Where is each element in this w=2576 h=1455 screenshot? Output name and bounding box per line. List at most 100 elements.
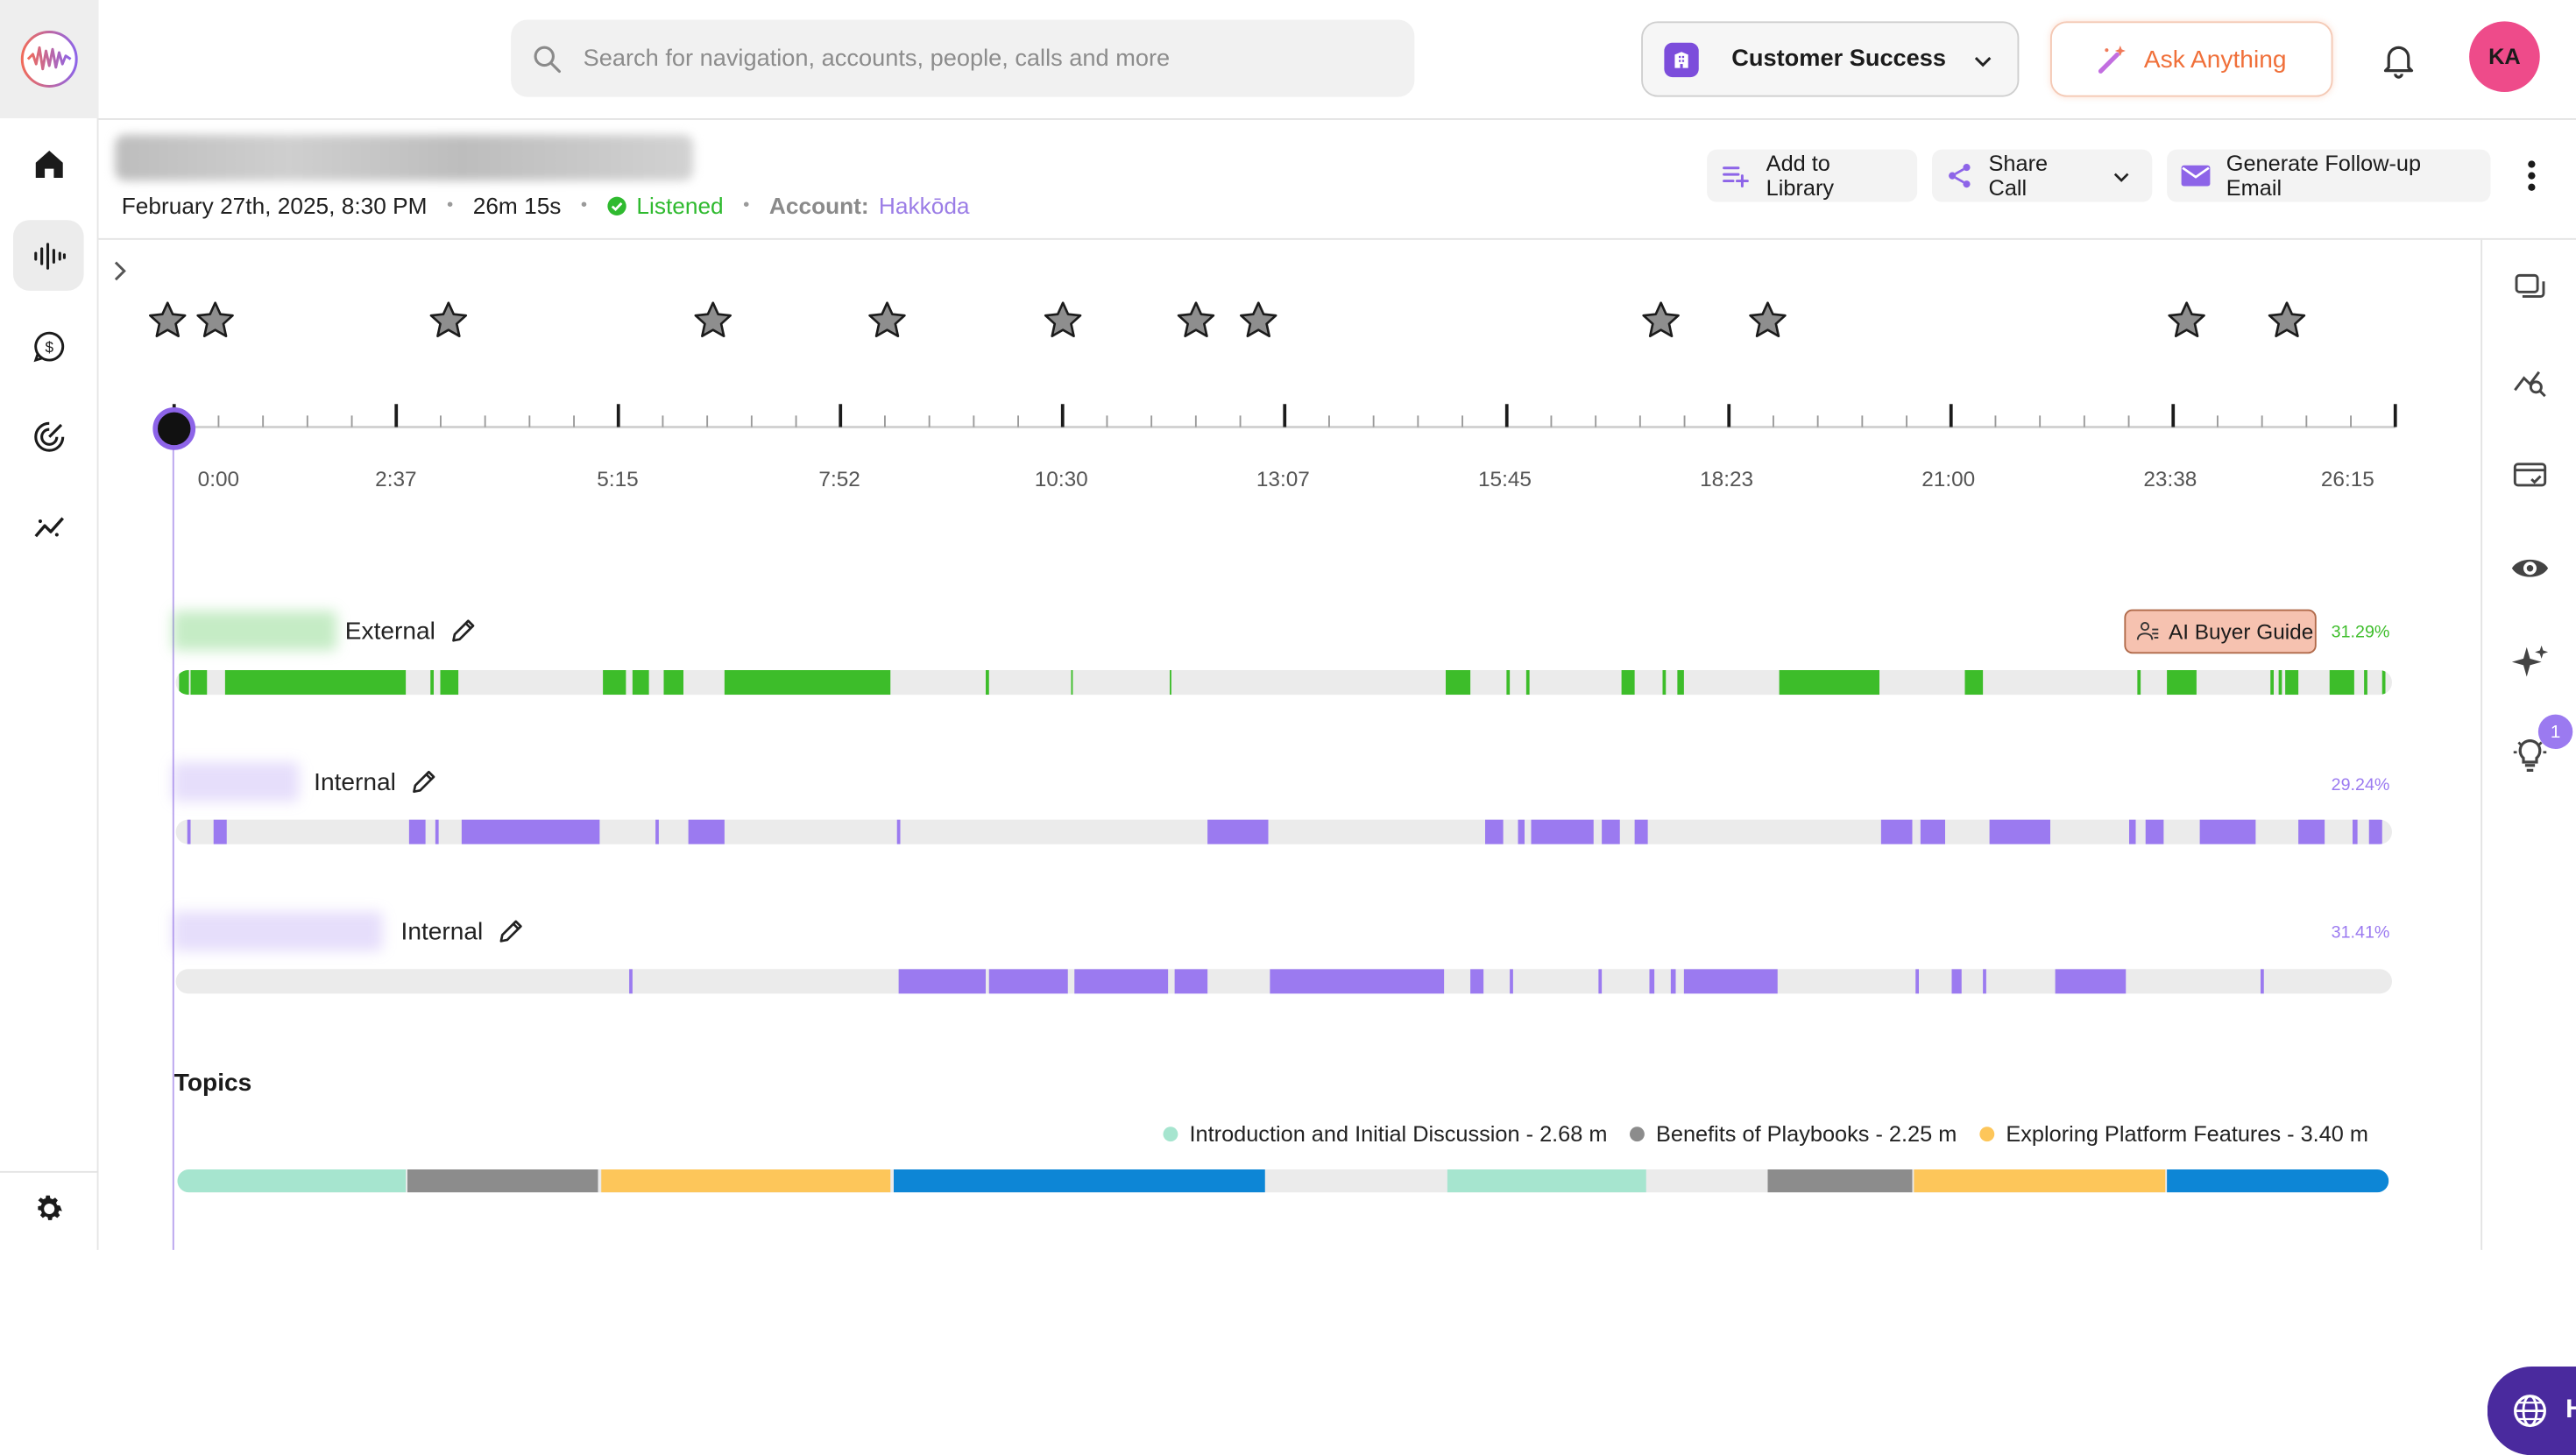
speech-segment[interactable] — [1952, 969, 1962, 993]
highlight-star-icon[interactable] — [1042, 299, 1085, 342]
speech-segment[interactable] — [435, 820, 439, 844]
add-to-library-button[interactable]: Add to Library — [1707, 150, 1917, 202]
topic-segment[interactable] — [1768, 1169, 1913, 1192]
highlight-star-icon[interactable] — [2266, 299, 2309, 342]
speech-segment[interactable] — [441, 670, 459, 695]
speech-segment[interactable] — [2137, 670, 2141, 695]
speech-segment[interactable] — [1622, 670, 1635, 695]
speech-segment[interactable] — [188, 820, 191, 844]
topic-segment[interactable] — [894, 1169, 1265, 1192]
insights-button[interactable]: 1 — [2509, 734, 2551, 777]
highlight-star-icon[interactable] — [1746, 299, 1789, 342]
speech-segment[interactable] — [1780, 670, 1879, 695]
nav-analytics[interactable] — [13, 491, 84, 562]
highlight-star-icon[interactable] — [1639, 299, 1682, 342]
speech-segment[interactable] — [899, 969, 986, 993]
speech-segment[interactable] — [179, 670, 188, 695]
speech-segment[interactable] — [2167, 670, 2197, 695]
speech-segment[interactable] — [2382, 670, 2386, 695]
topic-segment[interactable] — [601, 1169, 890, 1192]
speech-segment[interactable] — [1518, 820, 1525, 844]
topic-segment[interactable] — [178, 1169, 407, 1192]
speech-segment[interactable] — [986, 670, 989, 695]
highlight-star-icon[interactable] — [428, 299, 471, 342]
speech-segment[interactable] — [191, 670, 208, 695]
speech-segment[interactable] — [1175, 969, 1208, 993]
speech-segment[interactable] — [629, 969, 633, 993]
speech-segment[interactable] — [214, 820, 227, 844]
global-search[interactable] — [511, 20, 1414, 97]
speech-segment[interactable] — [1677, 670, 1684, 695]
highlight-star-icon[interactable] — [691, 299, 734, 342]
speech-segment[interactable] — [409, 820, 426, 844]
scorecard-button[interactable] — [2509, 454, 2551, 497]
highlight-star-icon[interactable] — [194, 299, 237, 342]
speech-segment[interactable] — [1270, 969, 1444, 993]
speech-segment[interactable] — [603, 670, 626, 695]
help-button[interactable]: Help — [2488, 1367, 2576, 1455]
speech-segment[interactable] — [1532, 820, 1594, 844]
speech-segment[interactable] — [2364, 670, 2367, 695]
speech-segment[interactable] — [689, 820, 725, 844]
speech-segment[interactable] — [1684, 969, 1778, 993]
speech-segment[interactable] — [1485, 820, 1504, 844]
nav-settings[interactable] — [13, 1173, 84, 1244]
speech-segment[interactable] — [462, 820, 600, 844]
speech-segment[interactable] — [1598, 969, 1602, 993]
ai-sparkle-button[interactable] — [2509, 640, 2551, 683]
speech-segment[interactable] — [2056, 969, 2127, 993]
highlight-star-icon[interactable] — [1237, 299, 1280, 342]
speech-segment[interactable] — [2353, 820, 2358, 844]
user-avatar[interactable]: KA — [2469, 21, 2540, 92]
ai-buyer-guide-button[interactable]: AI Buyer Guide — [2124, 610, 2316, 654]
speech-segment[interactable] — [1650, 969, 1655, 993]
speech-segment[interactable] — [633, 670, 649, 695]
search-input[interactable] — [580, 44, 1369, 74]
highlight-star-icon[interactable] — [1175, 299, 1218, 342]
speech-segment[interactable] — [430, 670, 434, 695]
speech-segment[interactable] — [2285, 670, 2298, 695]
app-logo[interactable] — [0, 0, 99, 118]
speech-segment[interactable] — [2270, 670, 2274, 695]
speech-segment[interactable] — [1990, 820, 2050, 844]
speech-segment[interactable] — [1207, 820, 1268, 844]
speech-segment[interactable] — [1170, 670, 1171, 695]
highlight-star-icon[interactable] — [146, 299, 189, 342]
speech-segment[interactable] — [2146, 820, 2164, 844]
speech-segment[interactable] — [1446, 670, 1470, 695]
speech-segment[interactable] — [1915, 969, 1919, 993]
team-selector[interactable]: Customer Success — [1641, 21, 2019, 96]
notifications-button[interactable] — [2379, 39, 2418, 87]
speech-segment[interactable] — [1921, 820, 1945, 844]
speech-segment[interactable] — [989, 969, 1068, 993]
speech-segment[interactable] — [1881, 820, 1913, 844]
speech-segment[interactable] — [2200, 820, 2256, 844]
speech-segment[interactable] — [1470, 969, 1483, 993]
highlight-star-icon[interactable] — [2165, 299, 2208, 342]
generate-follow-up-email-button[interactable]: Generate Follow-up Email — [2167, 150, 2490, 202]
edit-speaker-button[interactable] — [496, 916, 526, 954]
speech-segment[interactable] — [1506, 670, 1510, 695]
speech-segment[interactable] — [1526, 670, 1530, 695]
topic-segment[interactable] — [1447, 1169, 1646, 1192]
topic-segment[interactable] — [407, 1169, 598, 1192]
speech-segment[interactable] — [1965, 670, 1984, 695]
speech-segment[interactable] — [1074, 969, 1168, 993]
speech-segment[interactable] — [2330, 670, 2354, 695]
visibility-button[interactable] — [2509, 547, 2551, 590]
speech-segment[interactable] — [2369, 820, 2382, 844]
edit-speaker-button[interactable] — [449, 616, 478, 653]
more-options-button[interactable] — [2527, 159, 2540, 195]
expand-panel-button[interactable] — [102, 253, 135, 289]
nav-forecast[interactable] — [13, 401, 84, 472]
speech-segment[interactable] — [1671, 969, 1676, 993]
chevron-down-icon[interactable] — [2112, 165, 2133, 186]
nav-deals[interactable]: $ — [13, 310, 84, 381]
speech-segment[interactable] — [1072, 670, 1073, 695]
share-call-button[interactable]: Share Call — [1932, 150, 2152, 202]
speech-segment[interactable] — [2129, 820, 2136, 844]
edit-speaker-button[interactable] — [409, 767, 439, 805]
playhead-handle[interactable] — [152, 407, 195, 450]
account-link[interactable]: Hakkōda — [879, 192, 970, 218]
speaker-activity-track[interactable] — [176, 969, 2392, 993]
